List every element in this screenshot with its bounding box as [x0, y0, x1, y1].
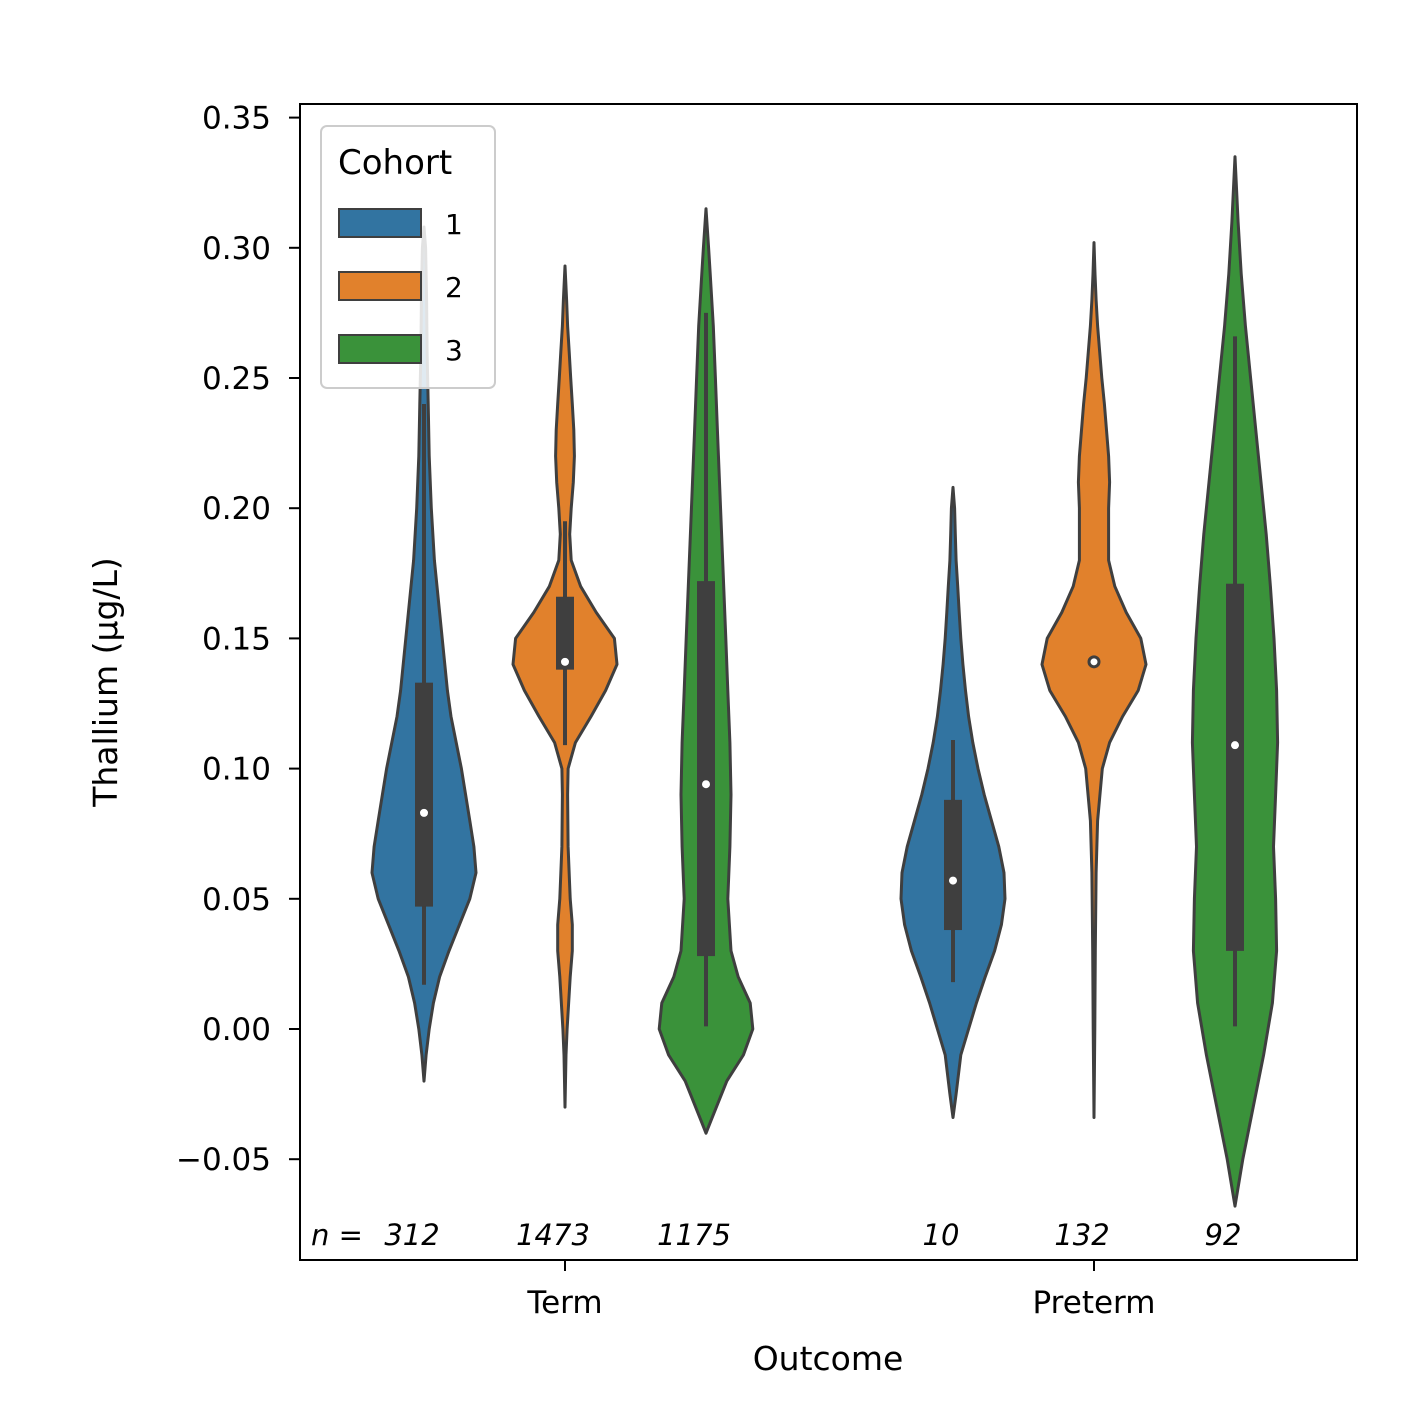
n-label: 92 — [1205, 1218, 1242, 1252]
legend-frame — [320, 125, 496, 389]
iqr-box — [556, 596, 574, 670]
y-tick-label: 0.25 — [202, 361, 271, 397]
n-label: 312 — [384, 1218, 439, 1252]
x-axis-title: Outcome — [753, 1339, 904, 1378]
legend: Cohort 1 2 3 — [320, 125, 496, 389]
y-tick-label: −0.05 — [176, 1142, 271, 1178]
n-label: 10 — [923, 1218, 960, 1252]
median-point — [420, 808, 428, 817]
iqr-box — [415, 682, 433, 907]
n-label: 1175 — [657, 1218, 731, 1252]
y-tick-label: 0.15 — [202, 621, 271, 657]
y-tick-label: 0.35 — [202, 101, 271, 137]
y-tick-label: 0.00 — [202, 1012, 271, 1048]
x-tick-label: Preterm — [1033, 1285, 1156, 1321]
median-point — [561, 657, 569, 666]
x-axis: Term Preterm — [526, 1260, 1155, 1321]
violins-layer — [370, 155, 1280, 1208]
violin-cohort-2-preterm — [1040, 241, 1148, 1119]
y-tick-label: 0.10 — [202, 752, 271, 788]
median-point — [1231, 741, 1239, 750]
median-point — [949, 876, 957, 885]
legend-title: Cohort — [338, 143, 452, 183]
legend-label-2: 2 — [445, 271, 463, 304]
median-point — [702, 780, 710, 789]
y-tick-label: 0.05 — [202, 882, 271, 918]
n-prefix-label: n = — [311, 1218, 363, 1252]
y-axis: −0.05 0.00 0.05 0.10 0.15 0.20 0.25 0.30 0.35 — [176, 101, 300, 1178]
sample-size-labels: n = 312 10 1473 132 1175 92 — [311, 1218, 1241, 1252]
y-axis-title: Thallium (µg/L) — [86, 557, 125, 808]
legend-swatch-2 — [338, 271, 422, 301]
y-tick-label: 0.30 — [202, 231, 271, 267]
boxes-layer — [415, 312, 1244, 1027]
median-point — [1087, 655, 1101, 669]
legend-swatch-3 — [338, 334, 422, 364]
iqr-box — [1226, 583, 1244, 951]
n-label: 132 — [1054, 1218, 1109, 1252]
legend-swatch-1 — [338, 208, 422, 238]
legend-label-1: 1 — [445, 208, 463, 241]
legend-label-3: 3 — [445, 334, 463, 367]
plot-frame — [299, 103, 1358, 1261]
x-tick-label: Term — [526, 1285, 602, 1321]
n-label: 1473 — [516, 1218, 590, 1252]
iqr-box — [697, 581, 715, 957]
y-tick-label: 0.20 — [202, 491, 271, 527]
iqr-box — [944, 799, 962, 931]
